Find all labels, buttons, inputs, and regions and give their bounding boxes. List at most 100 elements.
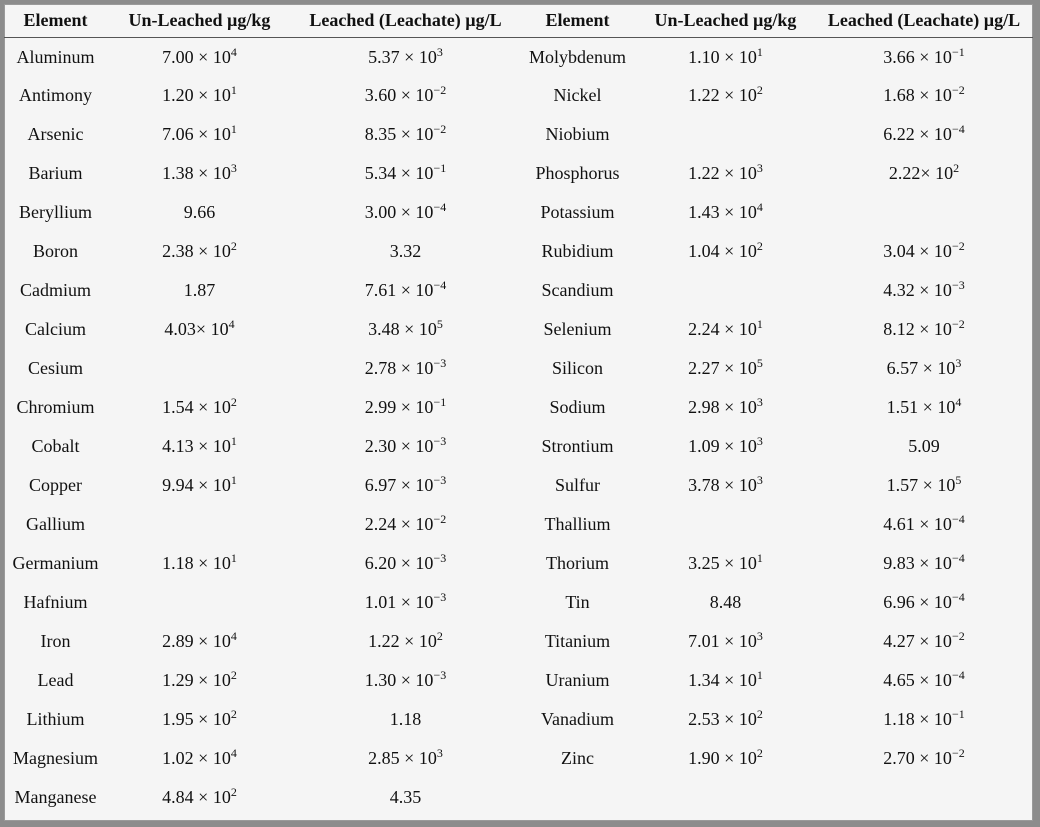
cell-unleached: 2.24 × 101 <box>688 317 763 339</box>
cell-unleached: 1.54 × 102 <box>162 395 237 417</box>
cell-leached: 5.34 × 10−1 <box>364 161 447 183</box>
table-row: Lithium 1.95 × 102 1.18 Vanadium 2.53 × 102 1… <box>4 700 1033 739</box>
table-row: Magnesium 1.02 × 104 2.85 × 103 Zinc 1.90 × … <box>4 739 1033 778</box>
cell-leached: 1.01 × 10−3 <box>364 590 447 612</box>
cell-element <box>519 778 636 817</box>
cell-element: Barium <box>28 163 83 183</box>
cell-element: Iron <box>40 631 71 651</box>
cell-element: Aluminum <box>16 46 95 67</box>
table-row: Cobalt 4.13 × 101 2.30 × 10−3 Strontium 1.09… <box>4 427 1033 466</box>
cell-leached: 3.32 <box>389 241 422 261</box>
table-row: Manganese 4.84 × 102 4.35 <box>4 778 1033 817</box>
cell-unleached: 1.02 × 104 <box>162 746 237 768</box>
cell-leached <box>815 193 1033 232</box>
cell-leached: 1.57 × 105 <box>886 473 962 495</box>
cell-unleached: 4.13 × 101 <box>162 434 237 456</box>
cell-unleached: 1.95 × 102 <box>162 707 237 729</box>
cell-unleached <box>636 505 815 544</box>
header-unleached-left: Un-Leached µg/kg <box>107 4 292 38</box>
cell-unleached: 1.20 × 101 <box>162 83 237 105</box>
cell-element: Potassium <box>540 202 615 222</box>
cell-element: Germanium <box>12 553 99 573</box>
cell-unleached: 4.03× 104 <box>164 317 235 339</box>
cell-unleached <box>636 778 815 817</box>
cell-element: Lead <box>37 670 74 690</box>
cell-element: Chromium <box>16 397 95 417</box>
cell-leached: 7.61 × 10−4 <box>364 278 447 300</box>
cell-element: Boron <box>33 241 78 261</box>
cell-leached: 2.78 × 10−3 <box>364 356 447 378</box>
cell-element: Titanium <box>544 631 611 651</box>
table-row: Copper 9.94 × 101 6.97 × 10−3 Sulfur 3.78 × … <box>4 466 1033 505</box>
cell-unleached <box>107 583 292 622</box>
cell-unleached: 2.27 × 105 <box>688 356 763 378</box>
cell-leached: 8.35 × 10−2 <box>364 122 447 144</box>
table-row: Lead 1.29 × 102 1.30 × 10−3 Uranium 1.34 × 1… <box>4 661 1033 700</box>
cell-unleached: 2.53 × 102 <box>688 707 763 729</box>
header-element-right: Element <box>519 4 636 38</box>
cell-element: Sulfur <box>555 475 600 495</box>
cell-element: Beryllium <box>19 202 92 222</box>
cell-element: Sodium <box>549 397 606 417</box>
table-row: Gallium 2.24 × 10−2 Thallium 4.61 × 10−4 <box>4 505 1033 544</box>
table-row: Arsenic 7.06 × 101 8.35 × 10−2 Niobium 6.22 … <box>4 115 1033 154</box>
cell-element: Cobalt <box>31 436 80 456</box>
cell-element: Thorium <box>546 553 609 573</box>
cell-unleached: 2.98 × 103 <box>688 395 763 417</box>
cell-element: Cadmium <box>20 280 91 300</box>
table-row: Calcium 4.03× 104 3.48 × 105 Selenium 2.24 ×… <box>4 310 1033 349</box>
table-row: Beryllium 9.66 3.00 × 10−4 Potassium 1.43 × … <box>4 193 1033 232</box>
cell-leached: 2.22× 102 <box>888 161 960 183</box>
cell-leached: 2.85 × 103 <box>368 746 443 768</box>
table-row: Hafnium 1.01 × 10−3 Tin 8.48 6.96 × 10−4 <box>4 583 1033 622</box>
cell-element: Rubidium <box>541 241 614 261</box>
cell-leached: 6.96 × 10−4 <box>883 590 965 612</box>
cell-element: Arsenic <box>27 124 84 144</box>
cell-unleached: 7.00 × 104 <box>162 44 237 67</box>
cell-leached: 3.00 × 10−4 <box>364 200 447 222</box>
cell-unleached: 7.06 × 101 <box>162 122 237 144</box>
cell-unleached: 3.25 × 101 <box>688 551 763 573</box>
cell-leached: 8.12 × 10−2 <box>883 317 965 339</box>
cell-unleached: 1.22 × 102 <box>688 83 763 105</box>
cell-leached: 1.18 × 10−1 <box>883 707 965 729</box>
cell-unleached: 1.10 × 101 <box>688 44 763 67</box>
cell-leached: 4.65 × 10−4 <box>883 668 965 690</box>
cell-unleached: 9.94 × 101 <box>162 473 237 495</box>
cell-element: Gallium <box>26 514 85 534</box>
cell-element: Selenium <box>543 319 612 339</box>
cell-unleached: 2.89 × 104 <box>162 629 237 651</box>
cell-element: Copper <box>29 475 82 495</box>
cell-element: Lithium <box>26 709 85 729</box>
cell-unleached <box>636 115 815 154</box>
cell-leached: 4.35 <box>389 787 422 807</box>
cell-element: Magnesium <box>13 748 98 768</box>
cell-leached: 5.09 <box>908 436 940 456</box>
table-row: Iron 2.89 × 104 1.22 × 102 Titanium 7.01 × 1… <box>4 622 1033 661</box>
cell-element: Uranium <box>545 670 610 690</box>
cell-element: Tin <box>565 592 590 612</box>
cell-unleached: 1.22 × 103 <box>688 161 763 183</box>
cell-leached: 1.51 × 104 <box>886 395 962 417</box>
table-row: Aluminum 7.00 × 104 5.37 × 103 Molybdenum 1.… <box>4 38 1033 77</box>
cell-unleached: 1.38 × 103 <box>162 161 237 183</box>
cell-element: Vanadium <box>541 709 614 729</box>
cell-element: Hafnium <box>23 592 88 612</box>
cell-unleached: 4.84 × 102 <box>162 785 237 807</box>
cell-element: Zinc <box>561 748 594 768</box>
cell-unleached <box>636 271 815 310</box>
cell-leached: 1.18 <box>389 709 422 729</box>
cell-unleached <box>107 349 292 388</box>
cell-unleached: 1.43 × 104 <box>688 200 763 222</box>
header-row: Element Un-Leached µg/kg Leached (Leacha… <box>4 4 1033 38</box>
cell-element: Antimony <box>18 85 92 105</box>
cell-leached: 6.57 × 103 <box>886 356 962 378</box>
table-row: Cadmium 1.87 7.61 × 10−4 Scandium 4.32 × 10−… <box>4 271 1033 310</box>
element-concentration-table: Element Un-Leached µg/kg Leached (Leacha… <box>4 4 1033 817</box>
cell-leached: 1.22 × 102 <box>368 629 443 651</box>
cell-unleached: 1.87 <box>183 280 216 300</box>
cell-leached: 4.27 × 10−2 <box>883 629 965 651</box>
cell-leached: 3.66 × 10−1 <box>883 44 965 67</box>
cell-unleached: 1.04 × 102 <box>688 239 763 261</box>
cell-leached: 6.97 × 10−3 <box>364 473 447 495</box>
